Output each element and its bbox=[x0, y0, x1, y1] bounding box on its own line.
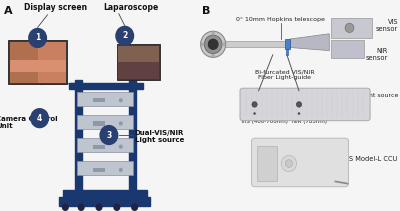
Circle shape bbox=[119, 98, 123, 102]
Bar bbox=[117, 44, 160, 80]
Bar bbox=[10, 60, 66, 72]
Text: Laparoscope: Laparoscope bbox=[103, 3, 158, 12]
Bar bbox=[10, 42, 66, 83]
Text: 3: 3 bbox=[106, 131, 112, 139]
Text: VIS
sensor: VIS sensor bbox=[376, 19, 398, 32]
Bar bbox=[69, 83, 142, 89]
Bar bbox=[331, 40, 364, 58]
Bar bbox=[93, 145, 105, 149]
Text: VIS (400-700nm): VIS (400-700nm) bbox=[241, 119, 288, 124]
Bar bbox=[118, 62, 159, 79]
Bar bbox=[77, 115, 133, 129]
Text: B: B bbox=[202, 6, 210, 16]
Bar bbox=[129, 80, 136, 196]
Bar bbox=[93, 98, 105, 102]
Bar bbox=[75, 80, 82, 196]
Circle shape bbox=[30, 108, 49, 128]
Text: A: A bbox=[4, 6, 12, 16]
Circle shape bbox=[62, 203, 69, 211]
Circle shape bbox=[212, 54, 215, 57]
FancyBboxPatch shape bbox=[252, 138, 348, 187]
Bar bbox=[77, 138, 133, 152]
FancyBboxPatch shape bbox=[240, 88, 370, 121]
Circle shape bbox=[212, 31, 215, 35]
Text: 4: 4 bbox=[37, 114, 42, 123]
Bar bbox=[225, 41, 286, 47]
Text: ITS Model-L CCU: ITS Model-L CCU bbox=[344, 156, 398, 162]
Circle shape bbox=[28, 28, 47, 48]
Circle shape bbox=[204, 35, 222, 54]
Circle shape bbox=[201, 31, 226, 57]
Text: Display screen: Display screen bbox=[24, 3, 87, 12]
Text: 2: 2 bbox=[122, 31, 127, 40]
Bar bbox=[285, 39, 290, 49]
Bar bbox=[63, 190, 146, 198]
Bar bbox=[59, 197, 150, 206]
Circle shape bbox=[201, 43, 204, 46]
Text: Dual-VIS/NIR light source: Dual-VIS/NIR light source bbox=[320, 93, 398, 98]
Circle shape bbox=[281, 156, 296, 172]
Circle shape bbox=[119, 145, 123, 149]
Bar bbox=[93, 168, 105, 172]
Circle shape bbox=[208, 39, 218, 50]
Polygon shape bbox=[290, 34, 329, 51]
Text: Dual-VIS/NIR
Light source: Dual-VIS/NIR Light source bbox=[135, 130, 184, 143]
Circle shape bbox=[115, 26, 134, 46]
Circle shape bbox=[96, 203, 102, 211]
Bar bbox=[10, 42, 38, 83]
Circle shape bbox=[131, 203, 138, 211]
Circle shape bbox=[222, 43, 226, 46]
Circle shape bbox=[296, 102, 302, 107]
Bar bbox=[77, 92, 133, 106]
Bar bbox=[256, 146, 277, 181]
Circle shape bbox=[252, 102, 257, 107]
Bar bbox=[118, 46, 159, 79]
Bar bbox=[77, 161, 133, 175]
Text: NIR
sensor: NIR sensor bbox=[366, 48, 388, 61]
Circle shape bbox=[119, 168, 123, 172]
Circle shape bbox=[99, 125, 118, 145]
Bar bbox=[331, 18, 372, 38]
Text: Bi-furcated VIS/NIR
Fiber Light-guide: Bi-furcated VIS/NIR Fiber Light-guide bbox=[255, 70, 315, 80]
Circle shape bbox=[345, 23, 354, 32]
Text: 1: 1 bbox=[35, 34, 40, 42]
Circle shape bbox=[113, 203, 120, 211]
Bar bbox=[286, 49, 288, 55]
Bar bbox=[8, 40, 67, 84]
Bar bbox=[93, 121, 105, 126]
Circle shape bbox=[253, 112, 256, 115]
Text: Camera Control
Unit: Camera Control Unit bbox=[0, 116, 58, 129]
Text: 0° 10mm Hopkins telescope: 0° 10mm Hopkins telescope bbox=[236, 17, 325, 22]
Circle shape bbox=[119, 121, 123, 126]
Circle shape bbox=[78, 203, 85, 211]
Text: NIR (785nm): NIR (785nm) bbox=[292, 119, 327, 124]
Circle shape bbox=[285, 160, 292, 167]
Circle shape bbox=[298, 112, 300, 115]
